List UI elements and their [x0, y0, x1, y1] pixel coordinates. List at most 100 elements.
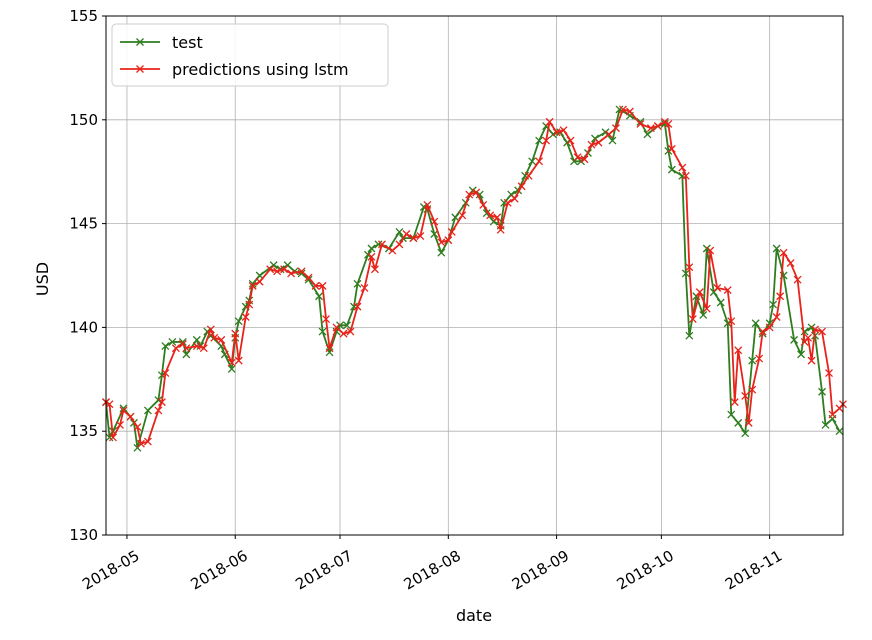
data-point: [800, 327, 809, 336]
data-point: [395, 240, 404, 249]
data-point: [437, 238, 446, 247]
legend-label-test: test: [172, 33, 203, 52]
data-point: [245, 300, 254, 309]
legend-marker-x: [136, 65, 144, 73]
data-point: [178, 337, 187, 346]
data-point: [524, 171, 533, 180]
plot-background: [106, 16, 843, 535]
legend-marker-predictions: [136, 65, 144, 73]
data-point: [769, 300, 778, 309]
data-point: [126, 412, 135, 421]
series-line: [105, 108, 844, 445]
data-point: [594, 138, 603, 147]
data-point: [370, 265, 379, 274]
x-axis-label: date: [456, 606, 492, 625]
data-point: [105, 400, 114, 409]
data-point: [699, 310, 708, 319]
y-tick-label: 150: [69, 111, 98, 129]
data-point: [517, 182, 526, 191]
data-point: [713, 283, 722, 292]
data-point: [192, 335, 201, 344]
data-point: [751, 319, 760, 328]
data-point: [409, 234, 418, 243]
data-point: [681, 171, 690, 180]
data-point: [360, 283, 369, 292]
data-point: [779, 248, 788, 257]
data-point: [472, 188, 481, 197]
data-point: [444, 236, 453, 245]
data-point: [192, 342, 201, 351]
data-point: [793, 275, 802, 284]
data-point: [755, 354, 764, 363]
data-point: [266, 265, 275, 274]
data-point: [353, 302, 362, 311]
data-point: [447, 227, 456, 236]
data-point: [280, 265, 289, 274]
data-point: [206, 325, 215, 334]
data-point: [416, 232, 425, 241]
data-point: [402, 230, 411, 238]
data-point: [332, 323, 341, 332]
data-point: [315, 292, 324, 301]
data-point: [297, 267, 306, 276]
data-point: [804, 333, 813, 342]
data-point: [430, 217, 439, 226]
data-point: [741, 391, 750, 400]
data-point: [161, 369, 170, 378]
data-point: [727, 317, 736, 326]
data-point: [706, 246, 715, 255]
data-point: [608, 136, 617, 145]
data-point: [161, 342, 170, 351]
data-point: [660, 119, 669, 128]
data-point: [133, 423, 142, 432]
data-point: [748, 356, 757, 365]
data-point: [587, 140, 596, 149]
data-point: [636, 119, 645, 128]
data-point: [653, 122, 662, 130]
data-point: [748, 385, 757, 394]
data-point: [136, 439, 145, 448]
data-point: [430, 230, 439, 238]
data-point: [605, 130, 613, 139]
data-point: [664, 119, 673, 128]
data-point: [818, 327, 827, 336]
data-point: [116, 421, 124, 429]
data-point: [451, 213, 460, 222]
data-point: [758, 327, 767, 336]
data-point: [311, 281, 320, 290]
data-point: [231, 329, 240, 338]
data-point: [772, 313, 781, 321]
data-point: [811, 325, 820, 334]
data-point: [437, 248, 446, 257]
data-point: [776, 292, 785, 301]
data-point: [157, 398, 166, 407]
y-tick-label: 135: [69, 422, 98, 440]
data-point: [667, 144, 676, 153]
data-point: [688, 315, 697, 324]
data-point: [154, 406, 163, 415]
data-point: [199, 344, 208, 353]
data-point: [786, 259, 795, 268]
data-point: [723, 286, 732, 294]
data-point: [339, 329, 348, 338]
data-point: [353, 279, 362, 288]
data-point: [821, 421, 830, 429]
data-point: [695, 288, 704, 297]
x-tick-label: 2018-08: [401, 547, 464, 594]
data-point: [667, 165, 676, 174]
data-point: [388, 246, 397, 255]
data-point: [304, 273, 313, 282]
data-point: [730, 398, 739, 407]
x-tick-label: 2018-11: [722, 547, 785, 594]
data-point: [143, 406, 152, 415]
data-point: [227, 358, 236, 367]
data-point: [367, 244, 376, 253]
data-point: [825, 369, 833, 378]
data-point: [248, 279, 257, 288]
data-point: [566, 136, 575, 145]
data-point: [182, 350, 191, 359]
data-point: [612, 124, 620, 133]
data-point: [143, 437, 152, 446]
data-point: [646, 124, 655, 133]
y-tick-label: 145: [69, 215, 98, 233]
